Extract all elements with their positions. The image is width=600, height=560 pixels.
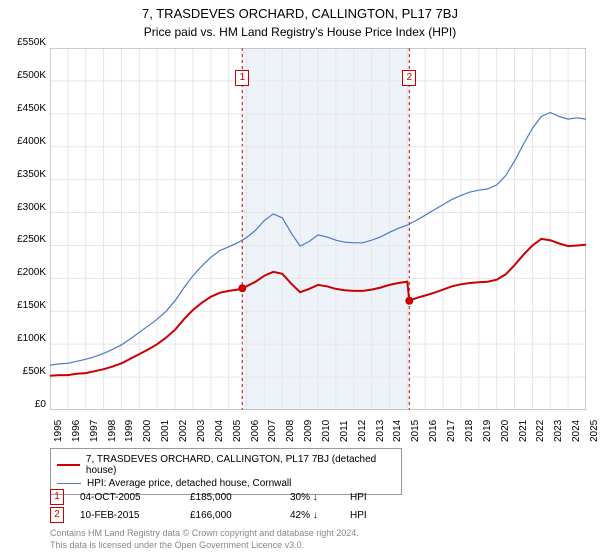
x-tick-label: 2007: [267, 420, 278, 442]
y-tick-label: £450K: [4, 103, 46, 114]
y-tick-label: £0: [4, 399, 46, 410]
sale-row: 2 10-FEB-2015£166,00042% ↓HPI: [50, 506, 380, 524]
x-tick-label: 2000: [142, 420, 153, 442]
sale-rows: 1 04-OCT-2005£185,00030% ↓HPI 2 10-FEB-2015…: [50, 488, 380, 524]
x-tick-label: 2020: [500, 420, 511, 442]
page-title: 7, TRASDEVES ORCHARD, CALLINGTON, PL17 7…: [0, 0, 600, 23]
x-tick-label: 2025: [589, 420, 600, 442]
x-tick-label: 2014: [392, 420, 403, 442]
footer-line-1: Contains HM Land Registry data © Crown c…: [50, 528, 359, 540]
x-tick-label: 1997: [89, 420, 100, 442]
legend-row: 7, TRASDEVES ORCHARD, CALLINGTON, PL17 7…: [57, 453, 395, 477]
x-tick-label: 2004: [214, 420, 225, 442]
page-subtitle: Price paid vs. HM Land Registry's House …: [0, 23, 600, 39]
sale-vs: HPI: [350, 492, 380, 503]
y-tick-label: £150K: [4, 300, 46, 311]
x-tick-label: 2023: [553, 420, 564, 442]
sale-date: 04-OCT-2005: [80, 492, 190, 503]
chart-svg: [50, 48, 586, 410]
x-tick-label: 2002: [178, 420, 189, 442]
legend-swatch-2: [57, 483, 81, 484]
footer-line-2: This data is licensed under the Open Gov…: [50, 540, 359, 552]
y-tick-label: £500K: [4, 70, 46, 81]
x-tick-label: 1995: [53, 420, 64, 442]
sale-marker-1: 1: [235, 70, 249, 86]
y-tick-label: £250K: [4, 234, 46, 245]
x-tick-label: 1998: [107, 420, 118, 442]
y-tick-label: £300K: [4, 202, 46, 213]
y-tick-label: £100K: [4, 333, 46, 344]
y-tick-label: £550K: [4, 37, 46, 48]
x-tick-label: 2011: [339, 420, 350, 442]
x-tick-label: 1999: [124, 420, 135, 442]
sale-price: £166,000: [190, 510, 290, 521]
x-tick-label: 2012: [357, 420, 368, 442]
legend-label-1: 7, TRASDEVES ORCHARD, CALLINGTON, PL17 7…: [86, 454, 395, 476]
down-arrow-icon: ↓: [313, 510, 318, 521]
sale-date: 10-FEB-2015: [80, 510, 190, 521]
sale-marker-box: 2: [50, 507, 64, 523]
sale-diff: 42% ↓: [290, 510, 350, 521]
x-tick-label: 2018: [464, 420, 475, 442]
sale-marker-2: 2: [402, 70, 416, 86]
x-tick-label: 2010: [321, 420, 332, 442]
y-tick-label: £200K: [4, 267, 46, 278]
legend-swatch-1: [57, 464, 80, 466]
x-tick-label: 2021: [518, 420, 529, 442]
sale-price: £185,000: [190, 492, 290, 503]
down-arrow-icon: ↓: [313, 492, 318, 503]
x-tick-label: 2003: [196, 420, 207, 442]
y-tick-label: £50K: [4, 366, 46, 377]
x-tick-label: 2015: [410, 420, 421, 442]
y-tick-label: £400K: [4, 136, 46, 147]
x-tick-label: 2022: [535, 420, 546, 442]
chart: £0£50K£100K£150K£200K£250K£300K£350K£400…: [50, 48, 586, 410]
x-tick-label: 2024: [571, 420, 582, 442]
x-tick-label: 2005: [232, 420, 243, 442]
x-tick-label: 2016: [428, 420, 439, 442]
x-tick-label: 1996: [71, 420, 82, 442]
x-tick-label: 2008: [285, 420, 296, 442]
sale-row: 1 04-OCT-2005£185,00030% ↓HPI: [50, 488, 380, 506]
x-tick-label: 2009: [303, 420, 314, 442]
x-tick-label: 2013: [375, 420, 386, 442]
x-tick-label: 2006: [250, 420, 261, 442]
sale-vs: HPI: [350, 510, 380, 521]
sale-marker-box: 1: [50, 489, 64, 505]
x-tick-label: 2019: [482, 420, 493, 442]
x-tick-label: 2001: [160, 420, 171, 442]
sale-diff: 30% ↓: [290, 492, 350, 503]
x-tick-label: 2017: [446, 420, 457, 442]
y-tick-label: £350K: [4, 169, 46, 180]
y-axis: £0 £50K £100K £150K £200K £250K £300K £350K £400…: [4, 42, 46, 416]
footer: Contains HM Land Registry data © Crown c…: [50, 528, 359, 551]
